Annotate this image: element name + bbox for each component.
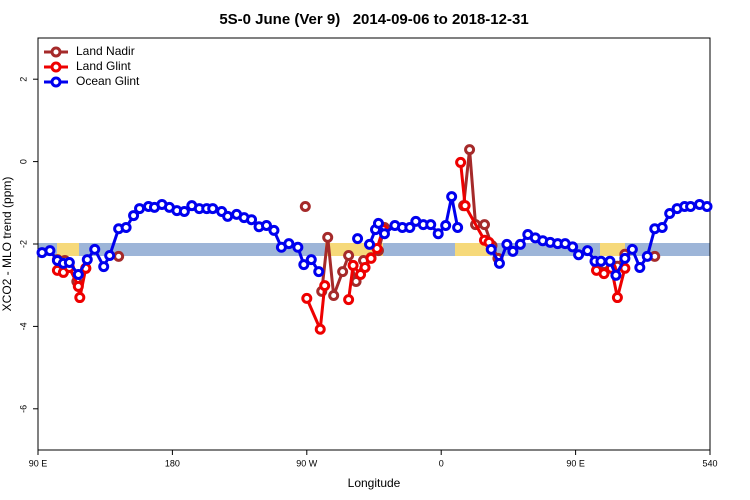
y-tick-label: -6 xyxy=(18,405,28,413)
data-point xyxy=(359,261,371,273)
data-point xyxy=(626,243,638,255)
data-point xyxy=(364,238,376,250)
land-band xyxy=(600,243,625,256)
legend-text: Land Nadir xyxy=(76,44,135,58)
data-point xyxy=(337,266,349,278)
data-point xyxy=(305,254,317,266)
data-point xyxy=(343,250,355,262)
data-point xyxy=(582,245,594,257)
data-point xyxy=(81,254,93,266)
data-point xyxy=(347,259,359,271)
data-point xyxy=(319,280,331,292)
data-point xyxy=(610,269,622,281)
data-point xyxy=(299,201,311,213)
data-point xyxy=(178,205,190,217)
data-point xyxy=(604,255,616,267)
data-point xyxy=(634,261,646,273)
data-point xyxy=(656,222,668,234)
x-axis-label: Longitude xyxy=(348,476,401,490)
y-tick-label: -4 xyxy=(18,322,28,330)
x-tick-label: 90 E xyxy=(566,458,585,468)
y-tick-label: 2 xyxy=(18,77,28,82)
data-point xyxy=(283,238,295,250)
data-point xyxy=(268,224,280,236)
data-point xyxy=(44,245,56,257)
data-point xyxy=(322,231,334,243)
x-tick-label: 90 E xyxy=(29,458,48,468)
data-point xyxy=(685,201,697,213)
data-point xyxy=(501,238,513,250)
legend-marker xyxy=(50,61,62,73)
chart-title: 5S-0 June (Ver 9) 2014-09-06 to 2018-12-… xyxy=(219,11,528,28)
data-point xyxy=(507,245,519,257)
land-band xyxy=(57,243,79,256)
data-point xyxy=(619,252,631,264)
land-band xyxy=(455,243,490,256)
y-axis-label: XCO2 - MLO trend (ppm) xyxy=(0,177,14,312)
data-point xyxy=(328,290,340,301)
data-point xyxy=(641,250,653,262)
data-point xyxy=(432,228,444,240)
data-point xyxy=(598,268,610,280)
data-point xyxy=(595,255,607,267)
data-point xyxy=(352,233,364,245)
data-point xyxy=(464,144,476,156)
data-point xyxy=(134,203,146,215)
data-point xyxy=(222,210,234,222)
data-point xyxy=(313,266,325,278)
data-point xyxy=(365,252,377,264)
data-point xyxy=(314,323,326,335)
data-point xyxy=(479,219,491,231)
data-point xyxy=(664,208,676,220)
data-point xyxy=(455,156,467,168)
data-point xyxy=(292,241,304,253)
data-point xyxy=(89,243,101,255)
data-point xyxy=(446,191,458,203)
data-point xyxy=(425,219,437,231)
legend-text: Land Glint xyxy=(76,59,131,73)
data-point xyxy=(459,200,471,212)
data-point xyxy=(440,219,452,231)
data-point xyxy=(207,203,219,215)
data-point xyxy=(378,228,390,240)
data-point xyxy=(298,259,310,271)
data-point xyxy=(246,214,258,226)
y-tick-label: -2 xyxy=(18,240,28,248)
data-point xyxy=(611,292,623,304)
x-tick-label: 90 W xyxy=(296,458,318,468)
data-point xyxy=(514,238,526,250)
data-point xyxy=(98,261,110,273)
legend-text: Ocean Glint xyxy=(76,74,140,88)
x-tick-label: 0 xyxy=(439,458,444,468)
data-point xyxy=(72,268,84,280)
data-point xyxy=(372,217,384,229)
legend-marker xyxy=(50,46,62,58)
data-point xyxy=(72,280,84,292)
data-point xyxy=(74,292,86,304)
data-point xyxy=(128,210,140,222)
data-point xyxy=(104,250,116,262)
data-point xyxy=(573,249,585,261)
legend-marker xyxy=(50,76,62,88)
data-point xyxy=(701,201,713,213)
data-point xyxy=(485,243,497,255)
data-point xyxy=(493,257,505,269)
x-tick-label: 540 xyxy=(702,458,717,468)
data-point xyxy=(260,219,272,231)
data-point xyxy=(301,292,313,304)
data-point xyxy=(343,294,355,306)
data-point xyxy=(120,222,132,234)
y-tick-label: 0 xyxy=(18,159,28,164)
data-point xyxy=(113,250,125,262)
data-point xyxy=(404,222,416,234)
data-point xyxy=(452,222,464,234)
data-point xyxy=(567,241,579,253)
x-tick-label: 180 xyxy=(165,458,180,468)
data-point xyxy=(63,257,75,269)
